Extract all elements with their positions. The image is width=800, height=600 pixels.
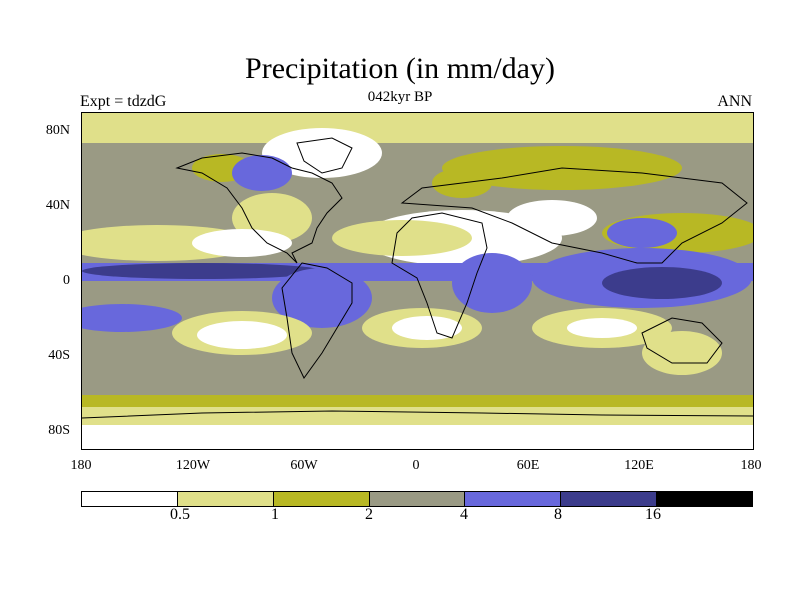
lon-tick-label: 180	[70, 458, 92, 473]
pacific-itcz-core	[82, 263, 322, 279]
lon-tick-label: 180	[740, 458, 762, 473]
indian-ocean-core	[567, 318, 637, 338]
australia-dry	[642, 331, 722, 375]
congo-wet	[452, 253, 532, 313]
colorbar-label: 1	[271, 506, 279, 523]
colorbar-swatch	[657, 492, 753, 506]
lat-tick-label: 40N	[45, 198, 70, 213]
eurasia-coast	[400, 167, 748, 264]
colorbar-swatch	[561, 492, 658, 506]
colorbar-label: 4	[460, 506, 468, 523]
colorbar-swatch	[177, 492, 274, 506]
africa-coast	[391, 212, 488, 339]
precip-field	[82, 113, 753, 449]
colorbar	[81, 491, 753, 507]
lon-tick-label: 60E	[516, 458, 540, 473]
south-america-coast	[281, 262, 353, 379]
antarctica-coast	[82, 410, 753, 419]
southern-ocean-band-2	[82, 395, 753, 407]
himalaya-wet	[607, 218, 677, 248]
greenland-dry	[262, 128, 382, 178]
labrador-wet	[232, 155, 292, 191]
mexico-dry	[192, 229, 292, 257]
asia-dry	[507, 200, 597, 236]
se-pacific-core	[197, 321, 287, 349]
s-atlantic-core	[392, 316, 462, 340]
colorbar-label: 8	[554, 506, 562, 523]
colorbar-swatch	[273, 492, 370, 506]
north-america-coast	[175, 152, 343, 264]
amazon-wet	[272, 268, 372, 328]
lon-tick-label: 120W	[175, 458, 211, 473]
colorbar-swatch	[369, 492, 466, 506]
atlantic-subtropic	[332, 220, 472, 256]
colorbar-label: 2	[365, 506, 373, 523]
southern-ocean-band	[82, 405, 753, 425]
colorbar-label: 16	[645, 506, 661, 523]
figure-subtitle: 042kyr BP	[367, 89, 433, 105]
season-label: ANN	[717, 93, 752, 110]
figure-title: Precipitation (in mm/day)	[245, 52, 555, 85]
colorbar-swatch	[82, 492, 178, 506]
indonesia-wet	[602, 267, 722, 299]
colorbar-label: 0.5	[170, 506, 190, 523]
lon-tick-label: 0	[412, 458, 420, 473]
lon-tick-label: 120E	[624, 458, 654, 473]
world-map	[81, 112, 754, 450]
experiment-label: Expt = tdzdG	[80, 93, 167, 110]
australia-coast	[641, 317, 723, 364]
colorbar-swatch	[465, 492, 562, 506]
lat-tick-label: 80S	[48, 423, 70, 438]
lon-tick-label: 60W	[290, 458, 318, 473]
lat-tick-label: 80N	[45, 123, 70, 138]
greenland-coast	[296, 137, 353, 174]
lat-tick-label: 0	[63, 273, 70, 288]
lat-tick-label: 40S	[48, 348, 70, 363]
south-pacific-wet	[82, 304, 182, 332]
arctic-band	[82, 113, 753, 143]
antarctic-band	[82, 423, 753, 449]
